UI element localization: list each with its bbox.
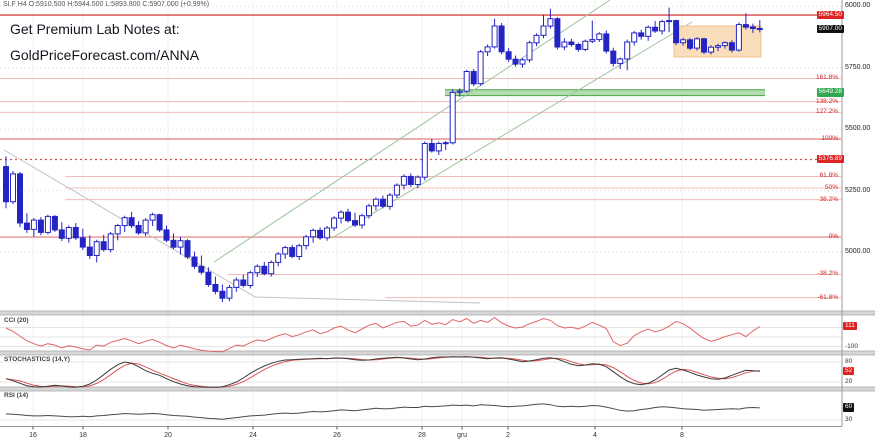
chart-canvas[interactable]: [0, 0, 875, 444]
trading-chart[interactable]: SI.F H4 O:5910.500 H:5944.500 L:5893.800…: [0, 0, 875, 444]
